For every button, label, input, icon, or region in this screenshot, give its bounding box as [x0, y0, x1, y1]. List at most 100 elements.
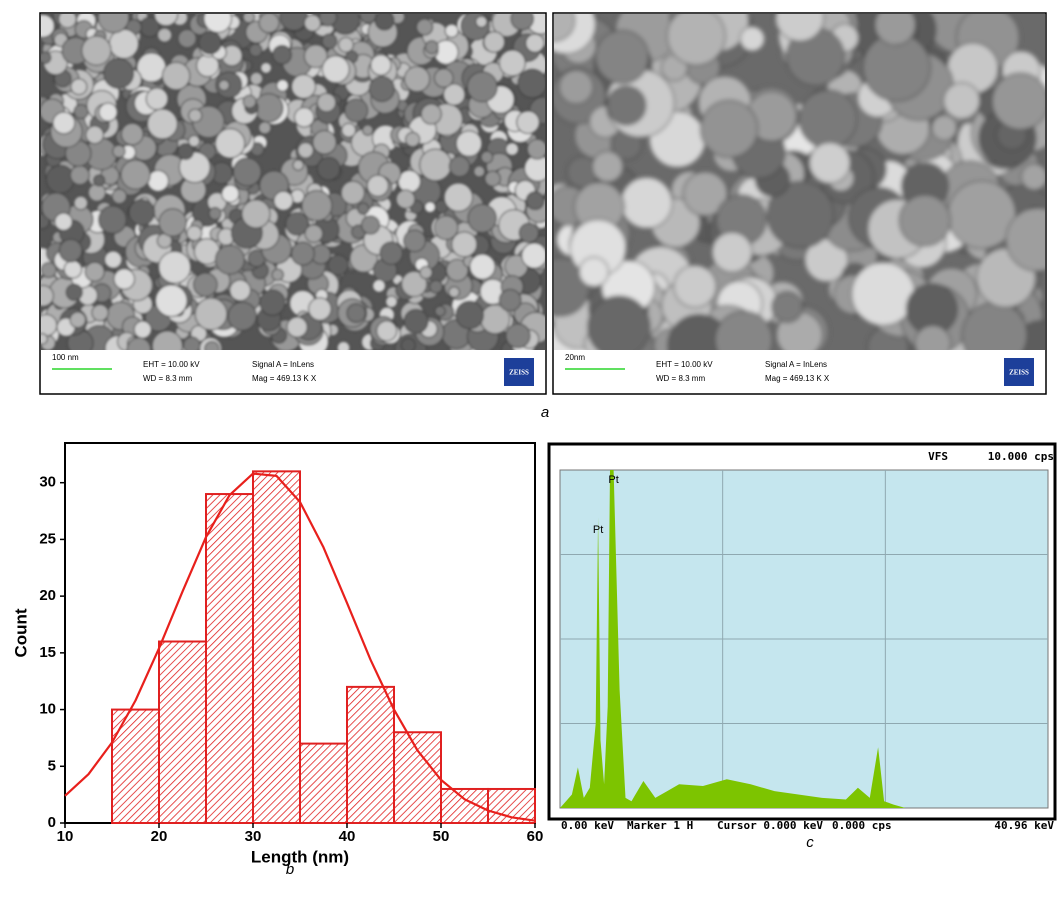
grain: [467, 72, 497, 102]
grain: [243, 95, 256, 108]
grain: [317, 157, 340, 180]
grain: [259, 122, 271, 134]
eht: EHT = 10.00 kV: [143, 360, 200, 369]
grain: [319, 8, 336, 25]
grain: [55, 213, 72, 230]
grain: [511, 7, 533, 29]
grain: [772, 292, 803, 323]
grain: [250, 72, 262, 84]
wd: WD = 8.3 mm: [656, 374, 705, 383]
grain: [121, 123, 143, 145]
edx-footer: 0.00 keV: [561, 819, 614, 832]
grain: [342, 123, 356, 137]
grain: [519, 223, 538, 242]
grain: [621, 177, 672, 228]
grain: [99, 206, 127, 234]
sem-texture: [531, 0, 1058, 378]
grain: [456, 131, 481, 156]
grain: [404, 230, 426, 252]
grain: [944, 83, 980, 119]
logo: ZEISS: [509, 369, 529, 377]
grain: [113, 145, 125, 157]
grain: [291, 242, 314, 265]
grain: [517, 111, 540, 134]
grain: [607, 86, 646, 125]
grain: [261, 63, 272, 74]
grain: [154, 2, 177, 25]
mag: Mag = 469.13 K X: [765, 374, 830, 383]
grain: [273, 45, 292, 64]
grain: [369, 76, 394, 101]
grain: [339, 37, 354, 52]
grain: [468, 204, 496, 232]
grain: [522, 243, 547, 268]
grain: [99, 103, 117, 121]
grain: [274, 191, 293, 210]
grain: [159, 251, 191, 283]
grain: [219, 80, 229, 90]
grain: [194, 273, 218, 297]
grain: [992, 73, 1048, 129]
grain: [579, 257, 609, 287]
grain: [470, 254, 495, 279]
grain: [313, 131, 337, 155]
grain: [158, 28, 172, 42]
grain: [875, 4, 916, 45]
grain: [254, 94, 282, 122]
grain: [259, 13, 279, 33]
grain: [799, 90, 857, 148]
grain: [277, 80, 289, 92]
grain: [932, 115, 957, 140]
grain: [209, 208, 221, 220]
grain: [98, 2, 129, 33]
grain: [104, 58, 134, 88]
grain: [667, 7, 725, 65]
grain: [362, 125, 373, 136]
page: {"sem_panels": [ {"scale": "100 nm", "eh…: [0, 0, 1058, 905]
grain: [74, 105, 88, 119]
grain: [420, 266, 432, 278]
grain: [260, 290, 285, 315]
grain: [215, 245, 244, 274]
edx-footer: Marker 1 H: [627, 819, 693, 832]
grain: [242, 200, 270, 228]
grain: [1021, 164, 1047, 190]
grain: [425, 202, 436, 213]
grain: [341, 181, 364, 204]
grain: [499, 50, 525, 76]
grain: [740, 27, 764, 51]
grain: [233, 158, 261, 186]
grain: [449, 156, 469, 176]
grain: [328, 255, 348, 275]
x-tick-label: 20: [151, 828, 168, 845]
wd: WD = 8.3 mm: [143, 374, 192, 383]
grain: [159, 209, 186, 236]
grain: [294, 108, 314, 128]
grain: [452, 232, 477, 257]
grain: [64, 261, 82, 279]
grain: [35, 314, 57, 336]
grain: [86, 126, 104, 144]
grain: [526, 34, 544, 52]
grain: [46, 165, 74, 193]
bar: [347, 687, 394, 823]
edx-header: 10.000 cps: [988, 450, 1054, 463]
grain: [280, 3, 307, 30]
grain: [506, 143, 518, 155]
grain: [105, 251, 122, 268]
logo: ZEISS: [1009, 369, 1029, 377]
figure: a b c 100 nmEHT = 10.00 kVWD = 8.3 mmSig…: [0, 0, 1058, 905]
grain: [146, 88, 168, 110]
grain: [430, 280, 443, 293]
grain: [189, 109, 202, 122]
grain: [377, 321, 397, 341]
grain: [373, 280, 385, 292]
grain: [371, 55, 391, 75]
signal: Signal A = InLens: [252, 360, 314, 369]
grain: [41, 262, 56, 277]
grain: [588, 296, 650, 358]
grain: [404, 309, 428, 333]
grain: [712, 232, 752, 272]
grain: [178, 144, 194, 160]
grain: [222, 185, 239, 202]
